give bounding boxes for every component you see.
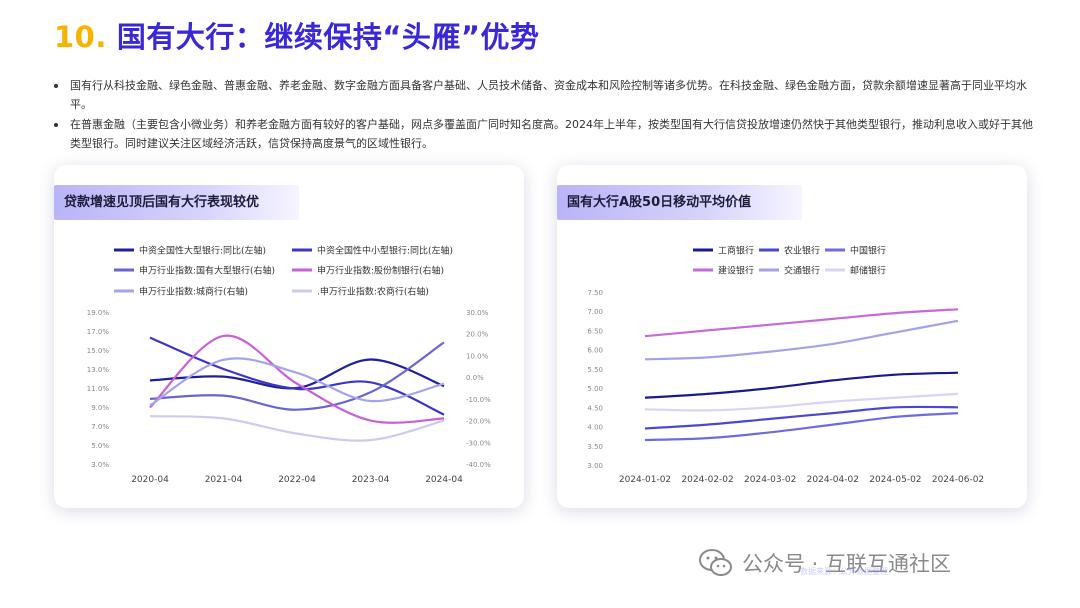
y-left-tick-label: 11.0% bbox=[87, 385, 110, 393]
series-line bbox=[644, 319, 959, 361]
series-line bbox=[149, 415, 445, 442]
y-right-tick-label: -40.0% bbox=[466, 461, 491, 469]
y-right-tick-label: 30.0% bbox=[466, 309, 489, 317]
x-tick-label: 2024-05-02 bbox=[869, 475, 921, 485]
series-line bbox=[149, 357, 445, 407]
y-right-tick-label: 10.0% bbox=[466, 352, 489, 360]
legend-label: 中资全国性中小型银行:同比(左轴) bbox=[317, 245, 453, 257]
y-tick-label: 6.50 bbox=[587, 327, 603, 335]
y-left-tick-label: 5.0% bbox=[91, 442, 109, 450]
y-right-tick-label: -10.0% bbox=[466, 396, 491, 404]
x-tick-label: 2023-04 bbox=[352, 475, 390, 485]
legend-label: 申万行业指数:国有大型银行(右轴) bbox=[139, 265, 275, 277]
series-line bbox=[149, 334, 445, 424]
y-left-tick-label: 15.0% bbox=[87, 347, 110, 355]
chart-card-loan-growth: 贷款增速见顶后国有大行表现较优 中资全国性大型银行:同比(左轴) 中资全国性中小型… bbox=[54, 165, 524, 508]
x-tick-label: 2021-04 bbox=[205, 475, 243, 485]
legend-label: 农业银行 bbox=[784, 245, 820, 257]
series-line bbox=[149, 336, 445, 416]
watermark-text: 公众号 · 互联互通社区 bbox=[742, 552, 952, 576]
watermark-subtext: 数据来源：公开数据整理 bbox=[800, 567, 888, 576]
legend-label: 中资全国性大型银行:同比(左轴) bbox=[139, 245, 266, 257]
y-right-tick-label: 20.0% bbox=[466, 331, 489, 339]
y-left-tick-label: 17.0% bbox=[87, 328, 110, 336]
y-tick-label: 4.50 bbox=[587, 404, 603, 412]
x-tick-label: 2024-06-02 bbox=[932, 475, 984, 485]
y-tick-label: 3.00 bbox=[587, 462, 603, 470]
chart-title: 国有大行A股50日移动平均价值 bbox=[557, 185, 802, 220]
legend-label: 建设银行 bbox=[718, 265, 754, 277]
y-right-tick-label: -30.0% bbox=[466, 439, 491, 447]
legend-label: 邮储银行 bbox=[850, 265, 886, 277]
wechat-icon bbox=[699, 549, 732, 576]
y-left-tick-label: 3.0% bbox=[91, 461, 109, 469]
x-tick-label: 2024-01-02 bbox=[619, 475, 671, 485]
series-line bbox=[644, 412, 959, 442]
y-right-tick-label: 0.0% bbox=[466, 374, 484, 382]
legend-label: 中国银行 bbox=[850, 245, 886, 257]
series-line bbox=[644, 308, 959, 338]
y-left-tick-label: 9.0% bbox=[91, 404, 109, 412]
bullet-list: 国有行从科技金融、绿色金融、普惠金融、养老金融、数字金融方面具备客户基础、人员技… bbox=[54, 76, 1034, 154]
title-number: 10. bbox=[54, 20, 107, 54]
y-tick-label: 7.00 bbox=[587, 308, 603, 316]
watermark: 公众号 · 互联互通社区 bbox=[698, 548, 951, 578]
y-left-tick-label: 13.0% bbox=[87, 366, 110, 374]
x-tick-label: 2022-04 bbox=[278, 475, 316, 485]
loan-growth-chart: 中资全国性大型银行:同比(左轴) 中资全国性中小型银行:同比(左轴) 申万行业指数:… bbox=[87, 245, 491, 486]
page-title: 10. 国有大行：继续保持“头雁”优势 bbox=[54, 14, 540, 56]
y-tick-label: 3.50 bbox=[587, 443, 603, 451]
chart-card-moving-average: 国有大行A股50日移动平均价值 工商银行 农业银行 中国银行建设银行 交通银行 邮储银行… bbox=[557, 165, 1027, 508]
y-tick-label: 5.50 bbox=[587, 366, 603, 374]
x-tick-label: 2024-02-02 bbox=[681, 475, 733, 485]
legend-label: 工商银行 bbox=[718, 245, 754, 257]
legend-label: 申万行业指数:城商行(右轴) bbox=[139, 286, 248, 298]
bullet-item: 国有行从科技金融、绿色金融、普惠金融、养老金融、数字金融方面具备客户基础、人员技… bbox=[54, 76, 1034, 114]
x-tick-label: 2024-04 bbox=[425, 475, 463, 485]
title-text: 国有大行：继续保持“头雁”优势 bbox=[116, 20, 540, 54]
legend-label: 交通银行 bbox=[784, 265, 820, 277]
series-line bbox=[644, 405, 959, 430]
y-left-tick-label: 19.0% bbox=[87, 309, 110, 317]
x-tick-label: 2024-03-02 bbox=[744, 475, 796, 485]
bullet-item: 在普惠金融（主要包含小微业务）和养老金融方面有较好的客户基础，网点多覆盖面广同时… bbox=[54, 115, 1034, 153]
y-tick-label: 4.00 bbox=[587, 424, 603, 432]
legend-label: .申万行业指数:农商行(右轴) bbox=[317, 286, 429, 298]
series-line bbox=[149, 341, 445, 411]
series-line bbox=[644, 371, 959, 399]
y-right-tick-label: -20.0% bbox=[466, 418, 491, 426]
x-tick-label: 2024-04-02 bbox=[807, 475, 859, 485]
y-tick-label: 6.00 bbox=[587, 347, 603, 355]
y-tick-label: 7.50 bbox=[587, 289, 603, 297]
y-tick-label: 5.00 bbox=[587, 385, 603, 393]
legend-label: 申万行业指数:股份制银行(右轴) bbox=[317, 265, 444, 277]
y-left-tick-label: 7.0% bbox=[91, 423, 109, 431]
series-line bbox=[644, 392, 959, 412]
x-tick-label: 2020-04 bbox=[131, 475, 169, 485]
chart-title: 贷款增速见顶后国有大行表现较优 bbox=[54, 185, 299, 220]
